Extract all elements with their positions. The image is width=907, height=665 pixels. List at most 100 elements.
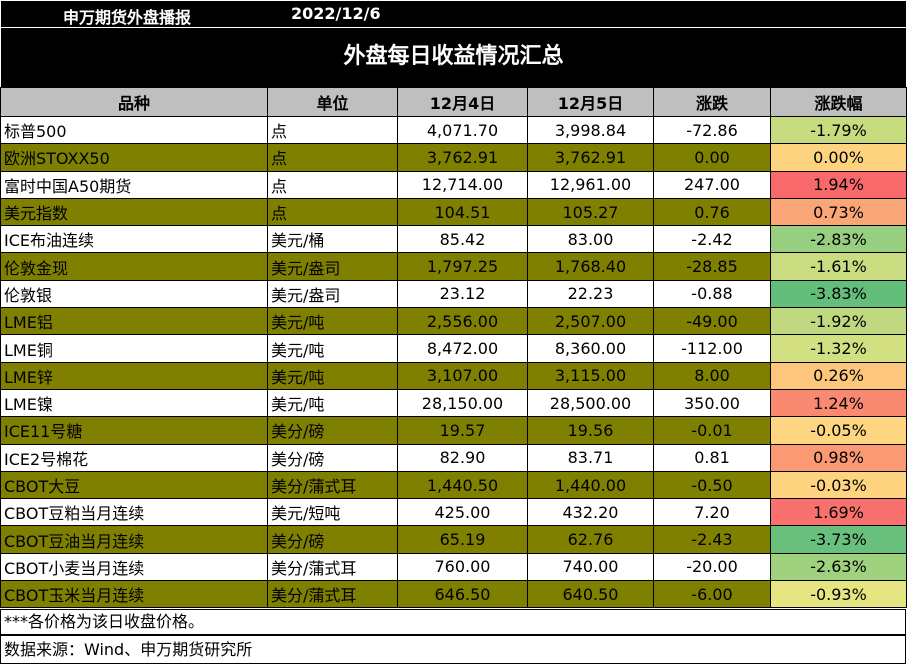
table-row: CBOT小麦当月连续 美分/蒲式耳 760.00 740.00 -20.00 -2.63% xyxy=(0,552,907,582)
cell-change: 7.20 xyxy=(653,498,771,527)
table-row: 欧洲STOXX50 点 3,762.91 3,762.91 0.00 0.00% xyxy=(0,143,907,172)
cell-day2: 62.76 xyxy=(527,525,654,554)
cell-day2: 740.00 xyxy=(527,552,654,582)
col-header-day2: 12月5日 xyxy=(527,87,654,117)
cell-day2: 22.23 xyxy=(527,279,654,309)
table-row: LME锌 美元/吨 3,107.00 3,115.00 8.00 0.26% xyxy=(0,361,907,390)
cell-pct: -1.32% xyxy=(770,334,907,363)
cell-unit: 点 xyxy=(267,197,398,227)
cell-pct: 0.26% xyxy=(770,361,907,390)
table-row: CBOT豆粕当月连续 美元/短吨 425.00 432.20 7.20 1.69% xyxy=(0,498,907,527)
table-row: LME铜 美元/吨 8,472.00 8,360.00 -112.00 -1.32% xyxy=(0,334,907,363)
cell-change: 350.00 xyxy=(653,388,771,418)
cell-change: 0.81 xyxy=(653,443,771,472)
cell-name: LME镍 xyxy=(0,388,268,418)
cell-day2: 8,360.00 xyxy=(527,334,654,363)
cell-day1: 23.12 xyxy=(397,279,528,309)
cell-pct: -0.93% xyxy=(770,580,907,609)
cell-day2: 1,440.00 xyxy=(527,470,654,500)
cell-change: 8.00 xyxy=(653,361,771,390)
cell-unit: 美元/盎司 xyxy=(267,252,398,281)
cell-name: CBOT大豆 xyxy=(0,470,268,500)
table-row: 伦敦银 美元/盎司 23.12 22.23 -0.88 -3.83% xyxy=(0,279,907,309)
cell-day1: 12,714.00 xyxy=(397,170,528,199)
cell-pct: -3.73% xyxy=(770,525,907,554)
table-row: ICE2号棉花 美分/磅 82.90 83.71 0.81 0.98% xyxy=(0,443,907,472)
cell-unit: 点 xyxy=(267,115,398,145)
cell-day2: 3,762.91 xyxy=(527,143,654,172)
cell-change: -49.00 xyxy=(653,307,771,336)
cell-name: ICE布油连续 xyxy=(0,225,268,254)
cell-change: -0.50 xyxy=(653,470,771,500)
cell-day1: 646.50 xyxy=(397,580,528,609)
cell-change: -0.01 xyxy=(653,416,771,445)
org-name: 申万期货外盘播报 xyxy=(63,8,192,27)
summary-table: 品种 单位 12月4日 12月5日 涨跌 涨跌幅 标普500 点 4,071.70 3… xyxy=(0,87,907,609)
cell-day2: 3,998.84 xyxy=(527,115,654,145)
table-row: 伦敦金现 美元/盎司 1,797.25 1,768.40 -28.85 -1.61% xyxy=(0,252,907,281)
cell-name: LME铝 xyxy=(0,307,268,336)
cell-unit: 美元/吨 xyxy=(267,334,398,363)
cell-name: 伦敦银 xyxy=(0,279,268,309)
table-row: LME镍 美元/吨 28,150.00 28,500.00 350.00 1.24% xyxy=(0,388,907,418)
col-header-change: 涨跌 xyxy=(653,87,771,117)
table-body: 标普500 点 4,071.70 3,998.84 -72.86 -1.79% 欧洲STOX… xyxy=(0,115,907,609)
cell-pct: -1.92% xyxy=(770,307,907,336)
price-note: ***各价格为该日收盘价格。 xyxy=(0,609,906,635)
cell-day1: 28,150.00 xyxy=(397,388,528,418)
cell-pct: -1.79% xyxy=(770,115,907,145)
cell-name: ICE2号棉花 xyxy=(0,443,268,472)
table-header-row: 品种 单位 12月4日 12月5日 涨跌 涨跌幅 xyxy=(0,87,907,117)
cell-day2: 1,768.40 xyxy=(527,252,654,281)
cell-name: 美元指数 xyxy=(0,197,268,227)
cell-day1: 760.00 xyxy=(397,552,528,582)
cell-pct: -0.03% xyxy=(770,470,907,500)
cell-change: -0.88 xyxy=(653,279,771,309)
table-row: CBOT豆油当月连续 美分/磅 65.19 62.76 -2.43 -3.73% xyxy=(0,525,907,554)
cell-change: -2.43 xyxy=(653,525,771,554)
cell-day2: 3,115.00 xyxy=(527,361,654,390)
cell-pct: 1.94% xyxy=(770,170,907,199)
cell-pct: 0.73% xyxy=(770,197,907,227)
cell-unit: 点 xyxy=(267,143,398,172)
cell-unit: 美元/吨 xyxy=(267,307,398,336)
cell-pct: 1.24% xyxy=(770,388,907,418)
cell-name: 标普500 xyxy=(0,115,268,145)
cell-change: 0.00 xyxy=(653,143,771,172)
cell-day2: 640.50 xyxy=(527,580,654,609)
cell-day2: 19.56 xyxy=(527,416,654,445)
table-row: 标普500 点 4,071.70 3,998.84 -72.86 -1.79% xyxy=(0,115,907,145)
cell-change: -6.00 xyxy=(653,580,771,609)
top-bar: 申万期货外盘播报 2022/12/6 xyxy=(0,0,907,28)
cell-day1: 8,472.00 xyxy=(397,334,528,363)
cell-name: CBOT玉米当月连续 xyxy=(0,580,268,609)
cell-unit: 点 xyxy=(267,170,398,199)
data-source: 数据来源：Wind、申万期货研究所 xyxy=(0,635,906,664)
col-header-day1: 12月4日 xyxy=(397,87,528,117)
cell-day1: 85.42 xyxy=(397,225,528,254)
cell-day1: 3,762.91 xyxy=(397,143,528,172)
cell-day1: 19.57 xyxy=(397,416,528,445)
cell-name: CBOT豆粕当月连续 xyxy=(0,498,268,527)
cell-name: 富时中国A50期货 xyxy=(0,170,268,199)
table-row: 富时中国A50期货点 12,714.00 12,961.00 247.00 1.94% xyxy=(0,170,907,199)
cell-change: -2.42 xyxy=(653,225,771,254)
cell-unit: 美分/磅 xyxy=(267,443,398,472)
cell-unit: 美元/吨 xyxy=(267,361,398,390)
cell-change: 0.76 xyxy=(653,197,771,227)
cell-pct: -1.61% xyxy=(770,252,907,281)
cell-pct: -0.05% xyxy=(770,416,907,445)
cell-day1: 82.90 xyxy=(397,443,528,472)
cell-unit: 美元/吨 xyxy=(267,388,398,418)
cell-day1: 1,797.25 xyxy=(397,252,528,281)
cell-day1: 3,107.00 xyxy=(397,361,528,390)
cell-change: -28.85 xyxy=(653,252,771,281)
cell-change: 247.00 xyxy=(653,170,771,199)
cell-day2: 83.71 xyxy=(527,443,654,472)
cell-change: -72.86 xyxy=(653,115,771,145)
cell-day1: 4,071.70 xyxy=(397,115,528,145)
report-title: 外盘每日收益情况汇总 xyxy=(0,28,907,87)
table-row: ICE11号糖 美分/磅 19.57 19.56 -0.01 -0.05% xyxy=(0,416,907,445)
cell-name: CBOT豆油当月连续 xyxy=(0,525,268,554)
